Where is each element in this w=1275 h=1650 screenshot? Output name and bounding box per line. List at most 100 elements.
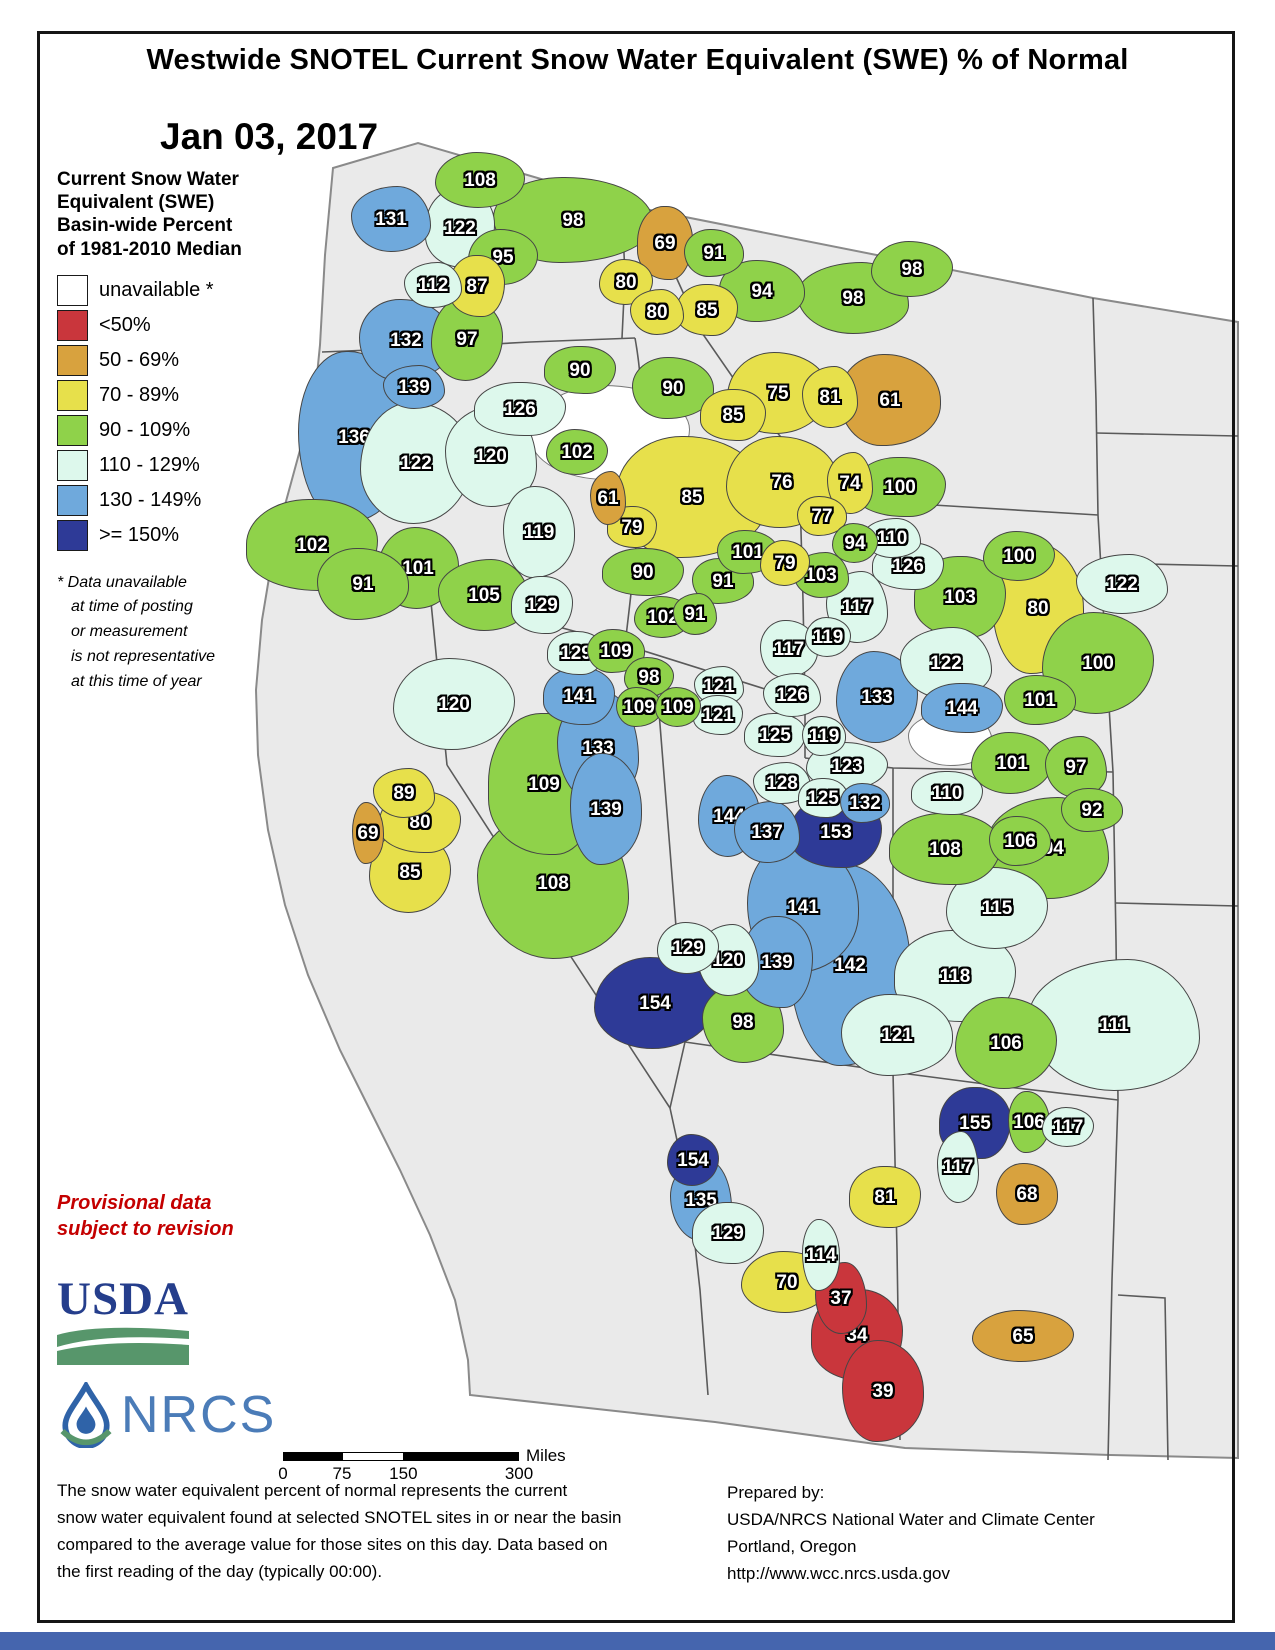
prepared-by-block: Prepared by: USDA/NRCS National Water an…	[727, 1480, 1095, 1587]
legend-row: 70 - 89%	[57, 378, 242, 413]
water-droplet-icon	[60, 1382, 112, 1448]
basin-region: 69	[352, 802, 384, 864]
basin-value-label: 109	[623, 696, 655, 718]
basin-value-label: 91	[684, 603, 706, 625]
basin-value-label: 114	[805, 1244, 837, 1266]
basin-value-label: 39	[872, 1380, 894, 1402]
basin-value-label: 112	[417, 274, 449, 296]
basin-region: 90	[544, 346, 616, 394]
prepared-by-line: Prepared by:	[727, 1483, 825, 1502]
scale-segment	[403, 1453, 518, 1460]
basin-value-label: 94	[844, 532, 866, 554]
basin-region: 117	[1042, 1107, 1094, 1147]
scale-bar: 0 75 150 300 Miles	[278, 1446, 565, 1483]
basin-region: 77	[797, 496, 847, 536]
basin-region: 85	[676, 284, 738, 336]
basin-value-label: 117	[942, 1156, 974, 1178]
basin-value-label: 37	[830, 1287, 852, 1309]
basin-value-label: 108	[464, 169, 496, 191]
basin-value-label: 102	[647, 606, 679, 628]
legend-heading: Current Snow Water Equivalent (SWE) Basi…	[57, 169, 242, 260]
basin-region: 119	[802, 716, 846, 756]
basin-value-label: 133	[861, 686, 893, 708]
usda-swoosh-icon	[57, 1327, 189, 1365]
nrcs-logo: NRCS	[57, 1382, 276, 1448]
scale-tick-label: 150	[389, 1464, 418, 1483]
basin-value-label: 125	[807, 787, 839, 809]
map-date: Jan 03, 2017	[160, 116, 379, 157]
legend-label: >= 150%	[99, 523, 180, 546]
scale-tick-label: 75	[332, 1464, 352, 1483]
basin-region: 119	[503, 486, 575, 578]
basin-value-label: 89	[393, 782, 415, 804]
basin-value-label: 132	[390, 329, 422, 351]
basin-region: 74	[827, 452, 873, 514]
bottom-blue-bar	[0, 1632, 1275, 1650]
basin-value-label: 129	[560, 642, 592, 664]
scale-bar-ticks: 0 75 150 300	[278, 1461, 533, 1483]
basin-region: 98	[871, 241, 953, 297]
basin-value-label: 69	[357, 822, 379, 844]
page-title: Westwide SNOTEL Current Snow Water Equiv…	[146, 44, 1129, 76]
basin-region: 144	[921, 683, 1003, 733]
basin-region: 91	[684, 229, 744, 277]
basin-value-label: 154	[677, 1149, 709, 1171]
basin-value-label: 81	[819, 386, 841, 408]
basin-region: 109	[655, 687, 701, 727]
basin-value-label: 79	[774, 552, 796, 574]
basin-value-label: 97	[1065, 756, 1087, 778]
legend-label: 90 - 109%	[99, 418, 191, 441]
basin-value-label: 118	[939, 965, 971, 987]
basin-value-label: 106	[990, 1032, 1022, 1054]
basin-region: 87	[449, 255, 505, 317]
basin-value-label: 85	[696, 299, 718, 321]
legend-footnote: * Data unavailable at time of posting or…	[57, 573, 216, 690]
basin-value-label: 139	[761, 951, 793, 973]
basin-value-label: 87	[466, 275, 488, 297]
usda-logo-text: USDA	[57, 1273, 189, 1325]
prepared-by-url: http://www.wcc.nrcs.usda.gov	[727, 1563, 950, 1583]
basin-value-label: 65	[1012, 1325, 1034, 1347]
basin-region: 39	[842, 1340, 924, 1442]
basin-region: 109	[616, 687, 662, 727]
basin-region: 81	[849, 1166, 921, 1228]
nrcs-logo-text: NRCS	[121, 1386, 277, 1444]
legend-swatch	[57, 414, 88, 446]
basin-value-label: 101	[996, 752, 1028, 774]
basin-value-label: 98	[901, 258, 923, 280]
scale-bar-segments	[283, 1452, 519, 1461]
basin-value-label: 129	[672, 937, 704, 959]
basin-value-label: 119	[523, 521, 555, 543]
basin-region: 122	[1076, 554, 1168, 614]
basin-value-label: 68	[1016, 1183, 1038, 1205]
basin-region: 94	[832, 523, 878, 563]
basin-value-label: 108	[929, 838, 961, 860]
basin-region: 121	[841, 994, 953, 1076]
basin-region: 137	[734, 801, 800, 863]
basin-value-label: 155	[959, 1112, 991, 1134]
basin-value-label: 131	[375, 208, 407, 230]
legend-row: <50%	[57, 308, 242, 343]
basin-value-label: 122	[930, 652, 962, 674]
legend-swatch	[57, 274, 88, 306]
basin-value-label: 122	[400, 452, 432, 474]
basin-region: 102	[546, 429, 608, 475]
basin-value-label: 109	[662, 696, 694, 718]
basin-value-label: 69	[654, 232, 676, 254]
basin-region: 120	[393, 658, 515, 750]
prepared-by-line: Portland, Oregon	[727, 1536, 857, 1556]
basin-value-label: 76	[771, 471, 793, 493]
basin-value-label: 126	[776, 684, 808, 706]
scale-segment	[284, 1453, 343, 1460]
basin-value-label: 100	[884, 476, 916, 498]
scale-tick-label: 0	[278, 1464, 288, 1483]
legend-label: 130 - 149%	[99, 488, 202, 511]
basin-value-label: 61	[597, 487, 619, 509]
basin-value-label: 139	[398, 376, 430, 398]
basin-region: 92	[1061, 788, 1123, 832]
basin-value-label: 81	[874, 1186, 896, 1208]
basin-value-label: 100	[1082, 652, 1114, 674]
basin-value-label: 121	[703, 675, 735, 697]
basin-region: 119	[805, 617, 851, 657]
legend-label: 70 - 89%	[99, 383, 180, 406]
